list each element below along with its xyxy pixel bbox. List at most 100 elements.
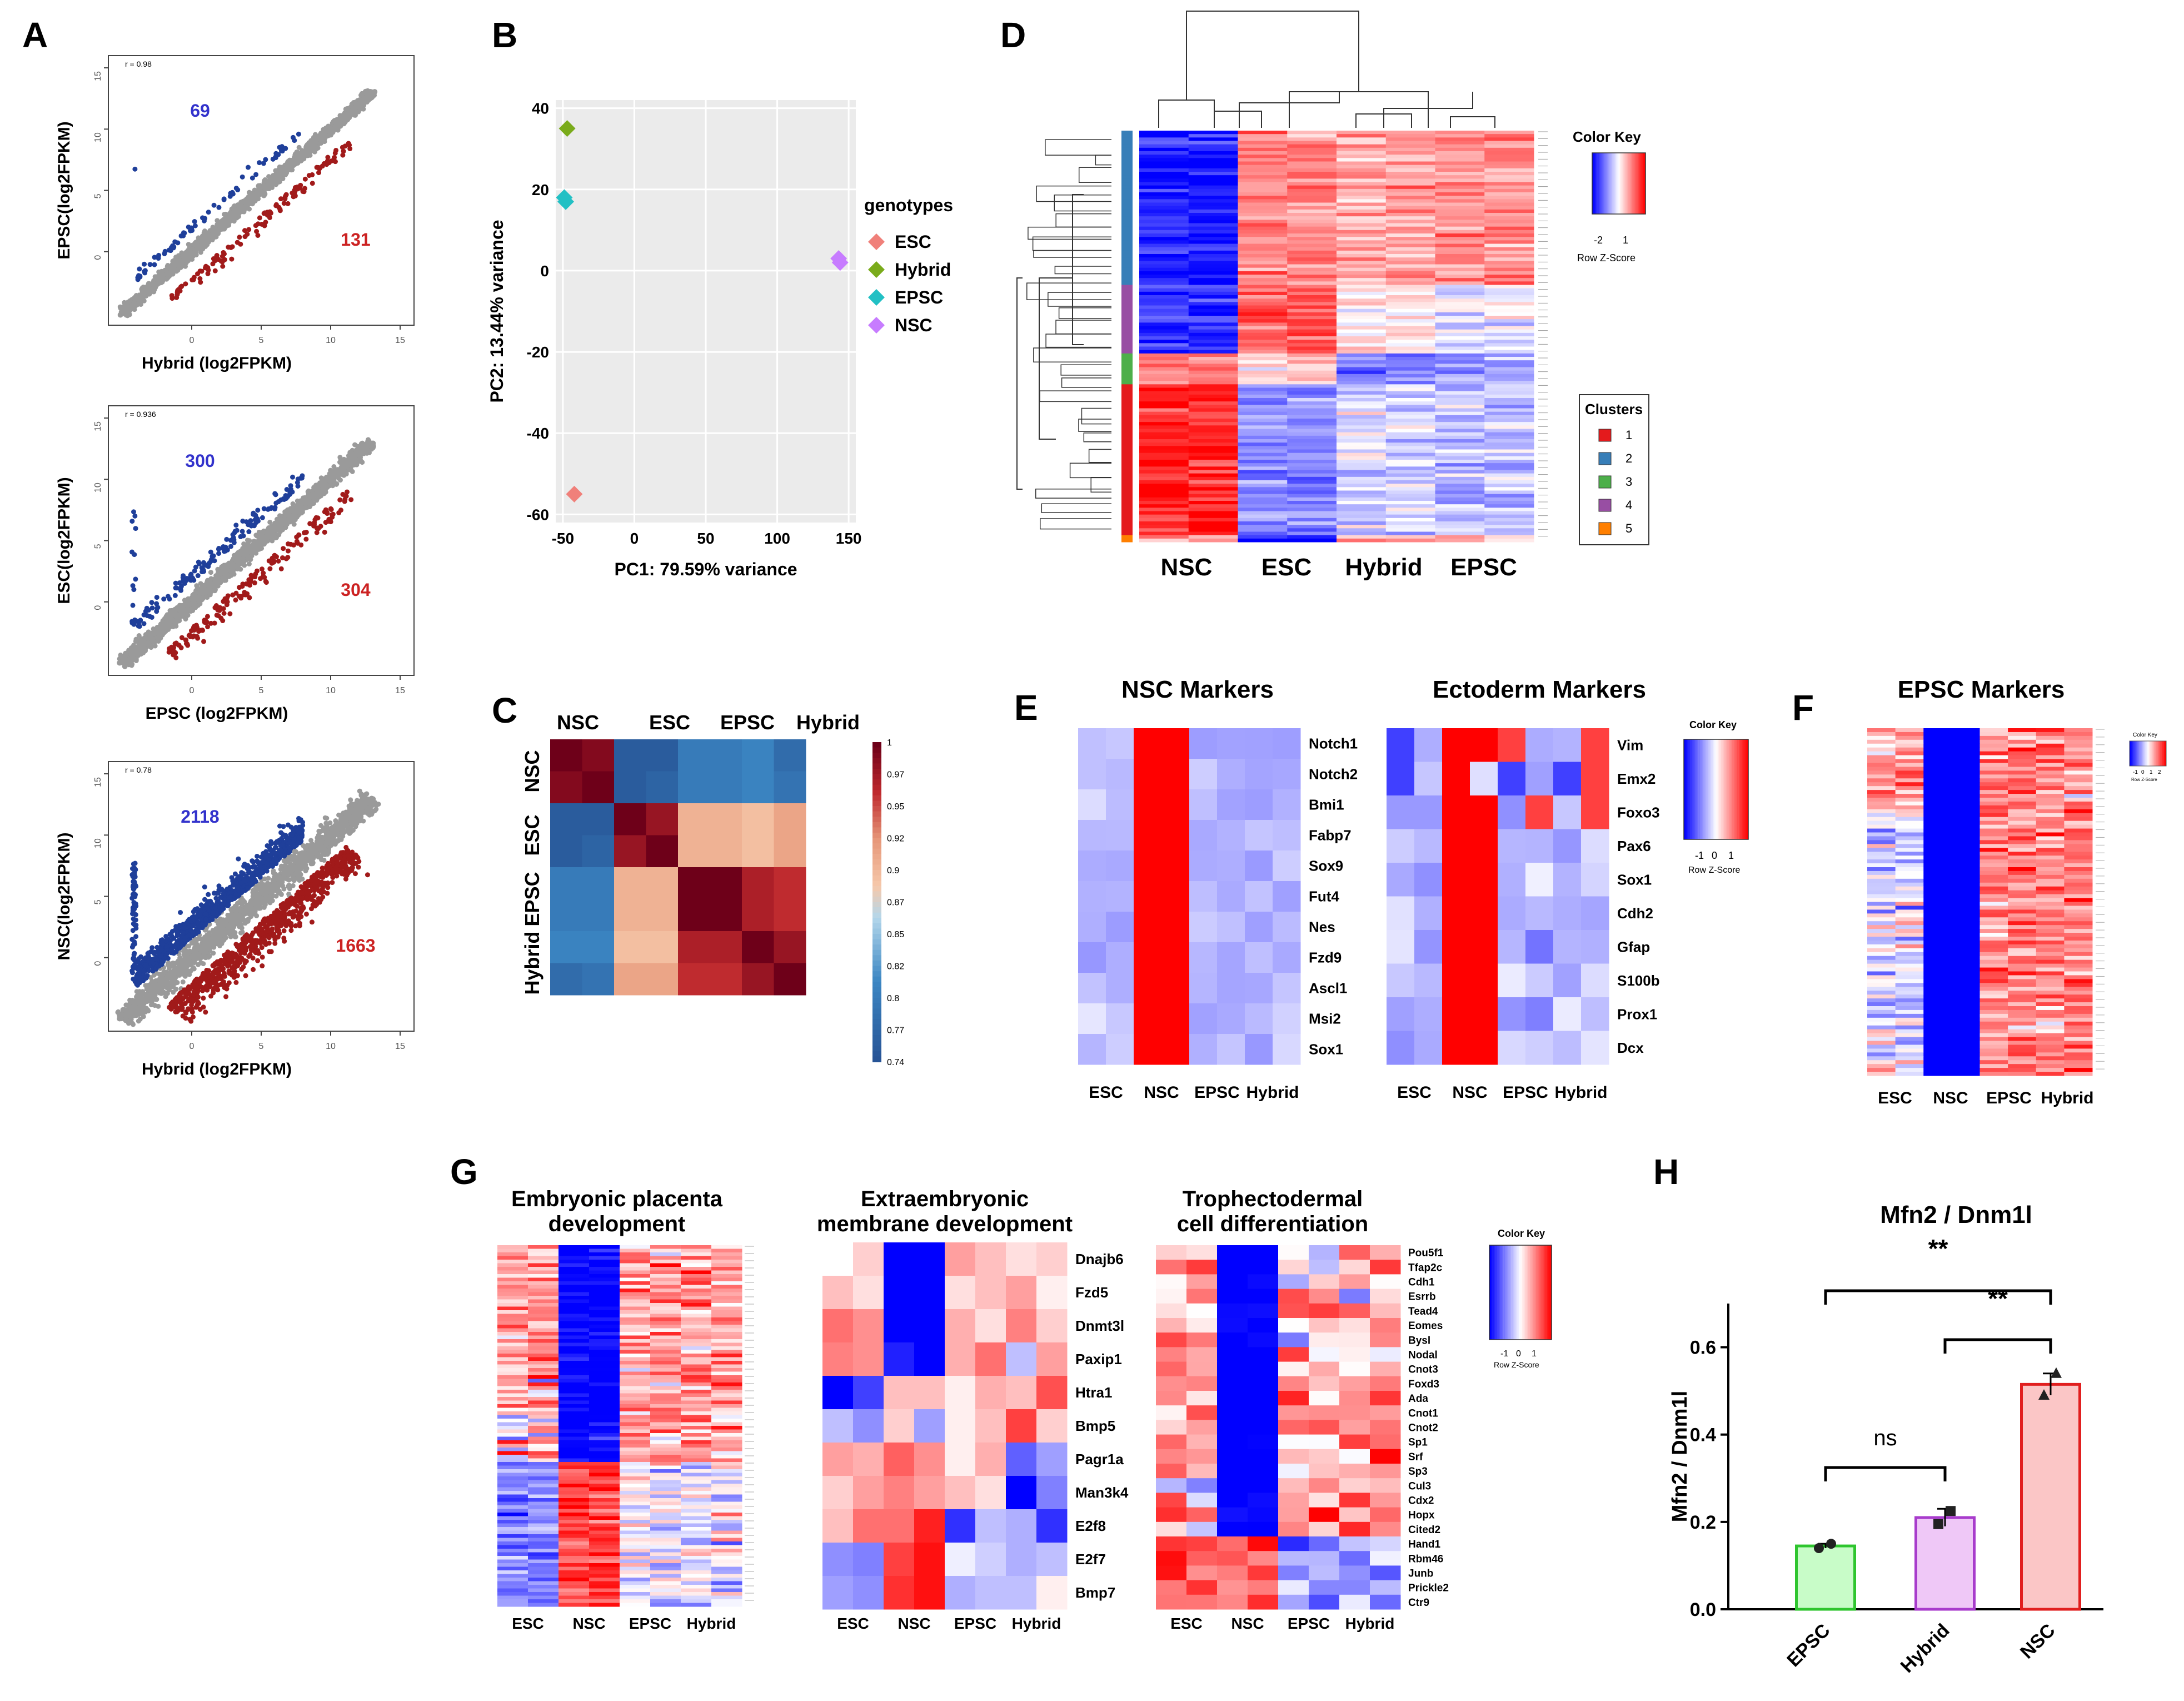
point-down xyxy=(195,625,200,630)
point-down xyxy=(255,232,261,238)
point-up xyxy=(192,223,198,228)
point-up xyxy=(253,172,259,177)
point-down xyxy=(230,244,235,250)
point-down xyxy=(237,235,242,240)
point-down xyxy=(333,147,339,153)
point-up xyxy=(246,529,252,535)
point-down xyxy=(227,611,233,616)
point-up xyxy=(206,564,211,569)
y-tick-label: 5 xyxy=(93,899,103,904)
point-up xyxy=(260,515,265,520)
point-up xyxy=(161,596,167,602)
point-down xyxy=(220,263,226,269)
point-unchanged xyxy=(285,516,291,523)
y-tick-label: 10 xyxy=(93,483,103,493)
point-up xyxy=(186,224,191,230)
y-axis-label: ESC(log2FPKM) xyxy=(55,477,73,604)
point-unchanged xyxy=(220,218,226,224)
point-down xyxy=(230,592,236,598)
y-tick-label: 5 xyxy=(93,193,103,198)
point-down xyxy=(212,620,217,626)
point-unchanged xyxy=(178,603,185,609)
point-down xyxy=(310,172,315,177)
point-up xyxy=(133,526,138,531)
point-down xyxy=(267,215,272,220)
point-up xyxy=(257,160,262,166)
point-up xyxy=(192,219,197,225)
point-unchanged xyxy=(226,218,232,224)
point-unchanged xyxy=(169,266,175,272)
x-tick-label: 5 xyxy=(259,336,264,345)
point-down xyxy=(255,221,261,227)
point-unchanged xyxy=(134,301,140,307)
point-up xyxy=(142,261,147,267)
x-tick-label: 15 xyxy=(395,1042,405,1051)
x-axis-label: Hybrid (log2FPKM) xyxy=(142,354,292,372)
correlation-label: r = 0.936 xyxy=(125,410,156,419)
point-unchanged xyxy=(279,518,285,524)
point-unchanged xyxy=(352,100,358,106)
point-down xyxy=(178,284,183,290)
point-up xyxy=(255,508,261,513)
point-down xyxy=(212,605,218,610)
point-unchanged xyxy=(185,252,191,258)
point-up xyxy=(130,603,136,608)
point-down xyxy=(269,560,275,566)
down-count-label: 131 xyxy=(341,230,370,250)
point-down xyxy=(217,605,223,610)
y-tick-label: 15 xyxy=(93,71,103,81)
point-unchanged xyxy=(333,473,340,479)
point-up xyxy=(251,523,257,529)
point-up xyxy=(299,475,305,481)
point-down xyxy=(267,566,273,571)
point-up xyxy=(216,205,222,210)
point-down xyxy=(342,499,347,504)
point-down xyxy=(176,642,181,648)
point-unchanged xyxy=(242,550,248,556)
point-up xyxy=(174,585,179,591)
point-down xyxy=(283,193,288,199)
point-unchanged xyxy=(137,295,143,301)
point-down xyxy=(214,253,220,259)
point-unchanged xyxy=(190,597,196,603)
point-unchanged xyxy=(123,307,129,313)
point-up xyxy=(240,529,245,534)
point-down xyxy=(285,541,291,546)
point-unchanged xyxy=(297,151,303,157)
point-up xyxy=(235,187,241,192)
panel-letter-G: G xyxy=(450,1152,478,1192)
y-tick-label: 0 xyxy=(93,605,103,610)
point-up xyxy=(201,560,206,565)
point-down xyxy=(197,276,203,281)
x-tick-label: 5 xyxy=(259,686,264,695)
point-down xyxy=(206,267,211,273)
point-down xyxy=(218,258,224,264)
point-unchanged xyxy=(330,129,336,135)
point-down xyxy=(247,595,252,600)
y-tick-label: 15 xyxy=(93,421,103,431)
point-down xyxy=(273,554,279,559)
point-up xyxy=(201,218,207,223)
point-down xyxy=(221,599,226,604)
point-down xyxy=(197,268,203,274)
point-unchanged xyxy=(155,280,161,286)
y-tick-label: 10 xyxy=(93,132,103,142)
point-unchanged xyxy=(206,232,212,238)
point-up xyxy=(173,580,178,586)
point-unchanged xyxy=(304,499,310,505)
point-down xyxy=(254,568,260,574)
point-unchanged xyxy=(133,638,139,643)
point-up xyxy=(162,248,168,254)
point-unchanged xyxy=(220,567,226,573)
point-unchanged xyxy=(136,633,142,639)
point-up xyxy=(131,620,137,625)
point-up xyxy=(182,230,187,236)
point-down xyxy=(343,494,348,499)
point-unchanged xyxy=(295,508,301,514)
y-axis-label: EPSC(log2FPKM) xyxy=(55,121,73,259)
point-unchanged xyxy=(161,625,167,631)
x-axis-label: EPSC (log2FPKM) xyxy=(146,704,288,723)
point-down xyxy=(302,176,308,182)
point-unchanged xyxy=(361,95,367,101)
